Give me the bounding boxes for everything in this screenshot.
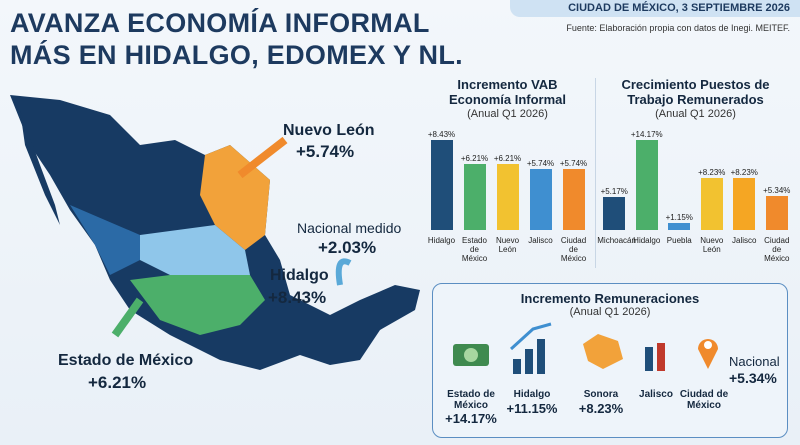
item-label: Ciudad de México [679,389,729,411]
callout-value: +2.03% [318,238,377,257]
chart-title: Incremento VAB Economía Informal [448,77,567,107]
item-label: Jalisco [639,389,673,400]
chart-subtitle: (Anual Q1 2026) [655,108,736,120]
bar [603,197,626,230]
bar [496,163,519,230]
value-label: +8.43% [427,130,456,139]
icon-sonora [583,334,623,369]
chart-title: Crecimiento Puestos de Trabajo Remunerad… [621,77,770,107]
arrow [111,297,144,338]
item-label: Hidalgo [513,389,551,400]
bar [430,140,453,230]
category-label: Ciudad de México [764,236,790,263]
value-label: +1.15% [665,212,693,222]
region-south [130,275,265,335]
value-label: +5.17% [600,187,628,197]
arrow [335,258,352,286]
chart-subtitle: (Anual Q1 2026) [467,108,548,120]
baja [20,110,60,225]
source: Fuente: Elaboración propia con datos de … [566,23,790,33]
region-nl [200,145,270,250]
category-label: Hidalgo [633,236,661,245]
box-title: Incremento Remuneraciones [520,291,700,306]
bar [765,196,788,230]
region-west [70,205,140,275]
icon-person [645,347,653,371]
category-label: Puebla [666,236,692,245]
item-label: Sonora [583,389,619,400]
category-label: Nuevo León [700,236,724,254]
bar [562,168,585,230]
bar [635,140,658,230]
callout-label: Hidalgo [270,267,329,284]
title: MÁS EN HIDALGO, EDOMEX Y NL. [10,40,463,70]
category-label: Estado de México [461,236,488,263]
category-label: Jalisco [528,236,553,245]
icon-arrow [509,322,552,351]
bar [529,168,552,230]
category-label: Michoacán [597,236,636,245]
plot-area: +5.17% +14.17% +1.15% +8.23% +8.23% +5.34% [598,130,793,230]
item-value: +14.17% [445,411,497,426]
value-label: +8.23% [730,167,758,177]
title: AVANZA ECONOMÍA INFORMAL [10,8,430,38]
chart: Incremento VAB Economía Informal (Anual Q… [425,75,590,275]
region-center [140,225,250,280]
icons [453,322,718,374]
icon-person [657,343,665,371]
value-label: +5.74% [526,158,555,168]
item-label: Estado de México [447,389,495,411]
value-label: +6.21% [460,153,489,163]
bar [733,177,756,230]
icon-pin [698,339,718,369]
category-label: Jalisco [732,236,757,245]
callout-label: Nacional medido [297,220,402,236]
icon-pin [704,341,712,349]
national-label: Nacional [729,354,780,369]
item-value: +11.15% [506,401,558,416]
category-label: Nuevo León [495,236,520,254]
value-label: +6.21% [493,153,522,163]
value-label: +8.23% [698,167,726,177]
category-label: Ciudad de México [560,236,587,263]
value-label: +5.34% [763,186,791,196]
callout-label: Estado de México [58,352,194,369]
arrow [237,136,288,179]
callout-value: +6.21% [88,373,147,392]
national-value: +5.34% [729,370,777,386]
dateline: CIUDAD DE MÉXICO, 3 SEPTIEMBRE 2026 [510,0,800,17]
callout-value: +8.43% [268,288,327,307]
icon-bars [525,349,533,374]
bar [463,163,486,230]
icon-bars [513,359,521,374]
icon-bars [537,339,545,374]
map [10,95,420,370]
bar [700,177,723,230]
remuneraciones-box: Incremento Remuneraciones (Anual Q1 2026… [432,283,788,438]
box-subtitle: (Anual Q1 2026) [569,306,651,318]
value-label: +5.74% [559,158,588,168]
value-label: +14.17% [630,130,663,139]
bar [668,222,691,230]
divider [595,78,596,268]
callout-value: +5.74% [296,142,355,161]
callout-label: Nuevo León [283,122,375,139]
item-value: +8.23% [578,401,624,416]
chart: Crecimiento Puestos de Trabajo Remunerad… [597,75,793,275]
plot-area: +8.43% +6.21% +6.21% +5.74% +5.74% [425,130,590,230]
icon-money [464,348,478,362]
category-label: Hidalgo [427,236,456,245]
